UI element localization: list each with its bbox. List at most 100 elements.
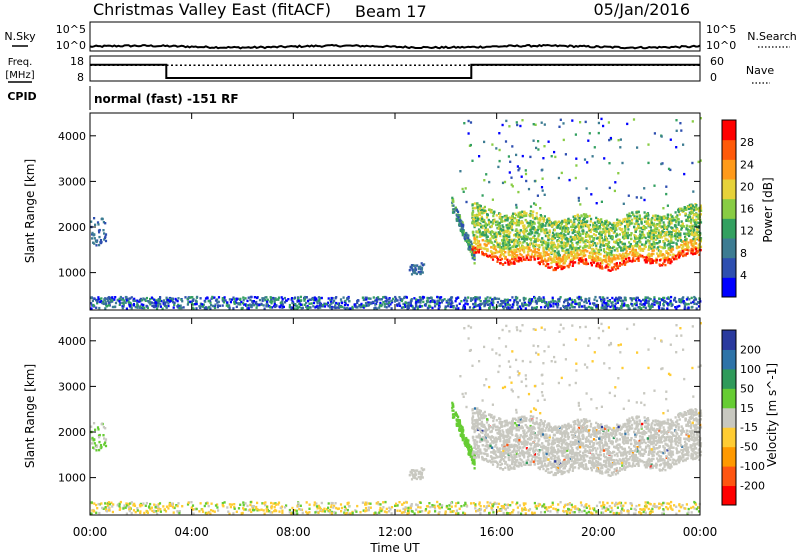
scatter-cell — [635, 299, 638, 303]
scatter-cell — [629, 251, 632, 254]
scatter-cell — [668, 242, 671, 245]
scatter-cell — [504, 255, 507, 259]
scatter-cell — [467, 237, 470, 240]
scatter-cell — [683, 307, 686, 310]
scatter-cell — [476, 203, 479, 206]
scatter-cell — [619, 223, 622, 227]
scatter-cell — [566, 240, 569, 244]
scatter-cell — [157, 302, 160, 305]
scatter-cell — [655, 234, 658, 238]
scatter-cell — [547, 238, 550, 242]
scatter-cell — [602, 223, 605, 226]
scatter-cell — [221, 298, 225, 301]
scatter-cell — [532, 242, 535, 245]
freq-nave-panel: Freq. [MHz] 18 8 60 0 Nave — [5, 55, 774, 84]
scatter-cell — [672, 241, 675, 244]
scatter-cell — [486, 228, 489, 231]
scatter-cell — [525, 226, 528, 229]
scatter-cell — [626, 305, 629, 308]
scatter-cell — [455, 307, 458, 310]
scatter-cell — [608, 263, 611, 266]
scatter-cell — [409, 301, 412, 304]
scatter-cell — [697, 305, 701, 308]
scatter-cell — [570, 250, 573, 254]
scatter-cell — [690, 251, 693, 255]
scatter-cell — [407, 304, 410, 308]
scatter-cell — [213, 306, 217, 310]
scatter-cell — [656, 217, 659, 220]
scatter-cell — [155, 299, 158, 302]
scatter-cell — [504, 245, 507, 249]
scatter-cell — [533, 231, 536, 234]
scatter-cell — [666, 216, 669, 219]
scatter-cell — [497, 165, 500, 169]
scatter-cell — [623, 248, 626, 251]
scatter-cell — [423, 263, 426, 266]
scatter-cell — [458, 221, 461, 224]
scatter-cell — [478, 307, 481, 310]
scatter-cell — [683, 243, 686, 246]
scatter-cell — [697, 216, 700, 219]
scatter-cell — [675, 119, 678, 122]
scatter-cell — [483, 140, 486, 144]
scatter-cell — [479, 222, 482, 226]
scatter-cell — [242, 302, 245, 305]
scatter-cell — [634, 307, 637, 310]
scatter-cell — [666, 244, 669, 247]
scatter-cell — [204, 297, 208, 300]
scatter-cell — [645, 261, 648, 264]
scatter-cell — [573, 218, 576, 221]
scatter-cell — [595, 202, 598, 205]
scatter-cell — [149, 303, 152, 306]
scatter-cell — [523, 228, 527, 231]
scatter-cell — [102, 229, 105, 232]
scatter-cell — [593, 298, 596, 301]
scatter-cell — [639, 255, 642, 258]
scatter-cell — [590, 244, 594, 247]
scatter-cell — [359, 306, 362, 309]
scatter-cell — [624, 257, 628, 261]
scatter-cell — [247, 307, 250, 310]
scatter-cell — [280, 296, 283, 299]
scatter-cell — [599, 266, 602, 270]
scatter-cell — [556, 266, 559, 269]
scatter-cell — [542, 220, 545, 223]
scatter-cell — [602, 296, 605, 299]
scatter-cell — [667, 239, 670, 243]
scatter-cell — [484, 297, 488, 300]
scatter-cell — [175, 299, 178, 302]
scatter-cell — [505, 303, 509, 306]
scatter-cell — [462, 190, 465, 193]
scatter-cell — [507, 253, 510, 256]
scatter-cell — [559, 265, 562, 268]
scatter-cell — [515, 219, 518, 222]
scatter-cell — [477, 251, 480, 254]
scatter-cell — [207, 306, 210, 309]
scatter-cell — [616, 218, 619, 221]
scatter-cell — [532, 246, 535, 250]
scatter-cell — [548, 231, 551, 234]
scatter-cell — [600, 299, 603, 303]
scatter-cell — [597, 258, 601, 262]
scatter-cell — [232, 307, 235, 310]
scatter-cell — [663, 246, 666, 249]
scatter-cell — [216, 298, 219, 301]
scatter-cell — [416, 299, 419, 302]
scatter-cell — [449, 305, 452, 309]
scatter-cell — [575, 234, 579, 237]
scatter-cell — [601, 261, 604, 265]
scatter-cell — [484, 210, 487, 213]
scatter-cell — [534, 203, 537, 206]
scatter-cell — [660, 216, 663, 219]
scatter-cell — [555, 254, 558, 257]
scatter-cell — [568, 262, 571, 266]
scatter-cell — [628, 258, 631, 261]
scatter-cell — [199, 297, 202, 300]
scatter-cell — [662, 257, 665, 260]
scatter-cell — [546, 259, 549, 262]
scatter-cell — [462, 305, 465, 309]
scatter-cell — [699, 159, 702, 162]
freq-label: Freq. — [8, 57, 33, 68]
scatter-cell — [586, 244, 589, 248]
scatter-cell — [566, 228, 570, 231]
